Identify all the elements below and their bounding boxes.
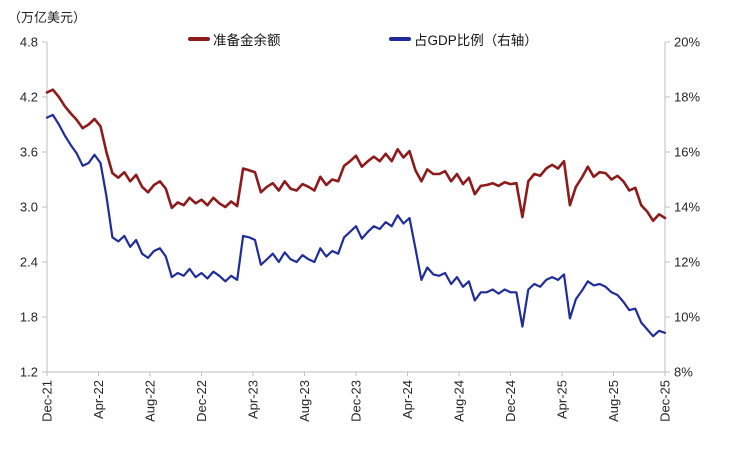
x-axis-tick-label: Aug-22	[143, 380, 158, 422]
x-axis-tick-label: Dec-23	[349, 380, 364, 422]
y-axis-right-tick-label: 14%	[674, 200, 700, 215]
y-axis-left-tick-label: 2.4	[20, 255, 38, 270]
y-axis-right-tick-label: 18%	[674, 90, 700, 105]
x-axis-tick-label: Dec-24	[503, 380, 518, 422]
y-axis-right-tick-label: 20%	[674, 35, 700, 50]
x-axis-tick-label: Apr-22	[91, 380, 106, 419]
y-axis-left-tick-label: 4.8	[20, 35, 38, 50]
reserve-balance-line	[45, 88, 667, 223]
legend-label-reserve-balance: 准备金余额	[213, 33, 281, 48]
x-axis-tick-label: Dec-25	[658, 380, 673, 422]
x-axis-tick-label: Apr-25	[555, 380, 570, 419]
legend-item-gdp-ratio: 占GDP比例（右轴）	[389, 31, 538, 48]
y-axis-left-tick-label: 3.0	[20, 200, 38, 215]
legend-line-swatch-blue	[389, 37, 411, 41]
y-axis-right-tick-label: 16%	[674, 145, 700, 160]
y-axis-left-tick-label: 1.2	[20, 365, 38, 380]
legend-label-gdp-ratio: 占GDP比例（右轴）	[414, 33, 538, 48]
x-axis-tick-label: Apr-23	[246, 380, 261, 419]
x-axis-tick-label: Aug-25	[606, 380, 621, 422]
gdp-ratio-line	[45, 113, 667, 338]
x-axis-tick-label: Dec-22	[194, 380, 209, 422]
y-axis-right-tick-label: 12%	[674, 255, 700, 270]
y-axis-right-tick-label: 10%	[674, 310, 700, 325]
legend-item-reserve-balance: 准备金余额	[188, 31, 281, 48]
y-axis-left-tick-label: 4.2	[20, 90, 38, 105]
left-axis-unit-label: （万亿美元）	[8, 10, 87, 25]
y-axis-right-tick-label: 8%	[674, 365, 693, 380]
x-axis-tick-label: Aug-23	[297, 380, 312, 422]
legend-line-swatch-red	[188, 37, 210, 41]
x-axis-tick-label: Dec-21	[40, 380, 55, 422]
y-axis-left-tick-label: 3.6	[20, 145, 38, 160]
x-axis-tick-label: Apr-24	[400, 380, 415, 419]
y-axis-left-tick-label: 1.8	[20, 310, 38, 325]
x-axis-tick-label: Aug-24	[452, 380, 467, 422]
